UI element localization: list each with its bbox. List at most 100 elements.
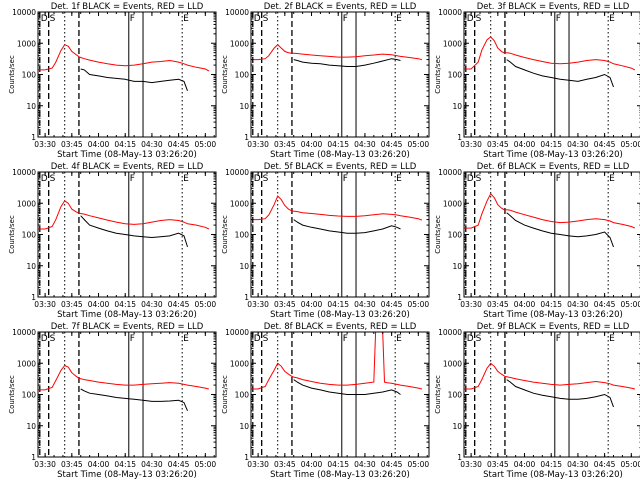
x-tick-label: 04:15	[114, 460, 136, 469]
y-tick-label: 100	[448, 391, 463, 400]
y-axis-label: Counts/sec	[221, 375, 229, 414]
x-tick-label: 04:15	[327, 140, 349, 149]
x-tick-label: 05:00	[621, 300, 640, 309]
annotation-label: D	[467, 334, 474, 344]
x-tick-label: 04:30	[141, 140, 163, 149]
annotation-label: E	[609, 174, 615, 184]
x-tick-label: 05:00	[408, 460, 430, 469]
x-tick-label: 03:30	[34, 140, 56, 149]
x-tick-label: 03:30	[34, 300, 56, 309]
annotation-label: S	[476, 334, 482, 344]
x-axis-label: Start Time (08-May-13 03:26:20)	[483, 150, 623, 160]
annotation-label: F	[556, 14, 561, 24]
annotation-label: E	[396, 14, 402, 24]
annotation-label: S	[50, 334, 56, 344]
y-tick-label: 100	[22, 391, 37, 400]
x-tick-label: 04:45	[381, 460, 403, 469]
annotation-label: F	[130, 14, 135, 24]
y-tick-label: 1000	[17, 359, 36, 368]
panel-title: Det. 2f BLACK = Events, RED = LLD	[264, 2, 417, 12]
x-tick-label: 05:00	[621, 460, 640, 469]
y-axis-label: Counts/sec	[221, 215, 229, 254]
y-tick-label: 1000	[17, 39, 36, 48]
y-tick-label: 1000	[443, 39, 462, 48]
y-tick-label: 10000	[12, 8, 36, 17]
annotation-label: D	[41, 14, 48, 24]
annotation-label: E	[183, 174, 189, 184]
x-tick-label: 05:00	[195, 300, 217, 309]
series-line-events	[506, 379, 614, 408]
x-tick-label: 04:15	[540, 140, 562, 149]
series-line-lld	[251, 195, 423, 221]
x-tick-label: 04:30	[354, 300, 376, 309]
x-tick-label: 04:00	[514, 460, 536, 469]
x-tick-label: 04:15	[327, 460, 349, 469]
y-axis-label: Counts/sec	[8, 55, 16, 94]
y-tick-label: 1000	[230, 39, 249, 48]
x-tick-label: 03:45	[487, 140, 509, 149]
y-tick-label: 1	[244, 133, 249, 142]
series-line-events	[293, 58, 401, 67]
panel-title: Det. 9f BLACK = Events, RED = LLD	[477, 322, 630, 332]
x-tick-label: 03:45	[61, 140, 83, 149]
plot-frame	[463, 11, 640, 138]
annotation-label: D	[41, 174, 48, 184]
annotation-label: D	[254, 334, 261, 344]
y-tick-label: 10	[26, 422, 36, 431]
x-tick-label: 03:30	[460, 140, 482, 149]
annotation-label: S	[263, 14, 269, 24]
y-tick-label: 10000	[438, 328, 462, 337]
series-line-lld	[464, 362, 636, 390]
panel-title: Det. 1f BLACK = Events, RED = LLD	[51, 2, 204, 12]
x-tick-label: 04:30	[141, 460, 163, 469]
y-axis-label: Counts/sec	[434, 375, 442, 414]
y-tick-label: 10	[239, 102, 249, 111]
y-tick-label: 1000	[443, 199, 462, 208]
x-axis-label: Start Time (08-May-13 03:26:20)	[270, 150, 410, 160]
y-tick-label: 1	[457, 293, 462, 302]
annotation-label: E	[609, 14, 615, 24]
plot-frame	[250, 171, 430, 298]
plot-frame	[37, 331, 217, 458]
y-tick-label: 10	[239, 422, 249, 431]
series-line-events	[293, 219, 401, 234]
series-line-lld	[38, 200, 210, 230]
x-tick-label: 03:30	[460, 300, 482, 309]
annotation-label: D	[467, 174, 474, 184]
x-tick-label: 04:00	[301, 460, 323, 469]
x-tick-label: 04:15	[114, 140, 136, 149]
annotation-label: E	[396, 334, 402, 344]
y-tick-label: 1	[31, 133, 36, 142]
series-line-lld	[38, 44, 210, 72]
y-tick-label: 10000	[438, 168, 462, 177]
x-axis-label: Start Time (08-May-13 03:26:20)	[270, 470, 410, 480]
x-tick-label: 04:00	[301, 140, 323, 149]
y-tick-label: 10	[26, 102, 36, 111]
series-line-events	[506, 59, 614, 88]
annotation-label: E	[609, 334, 615, 344]
y-tick-label: 10	[452, 262, 462, 271]
x-tick-label: 04:15	[540, 460, 562, 469]
y-tick-label: 100	[235, 71, 250, 80]
annotation-label: F	[343, 334, 348, 344]
panel-title: Det. 4f BLACK = Events, RED = LLD	[51, 162, 204, 172]
x-tick-label: 04:45	[594, 300, 616, 309]
series-line-events	[506, 212, 614, 248]
x-tick-label: 03:30	[460, 460, 482, 469]
x-tick-label: 03:30	[247, 460, 269, 469]
series-line-events	[80, 388, 188, 411]
annotation-label: D	[254, 14, 261, 24]
x-tick-label: 03:45	[487, 300, 509, 309]
x-tick-label: 03:30	[34, 460, 56, 469]
plot-frame	[250, 11, 430, 138]
x-tick-label: 04:00	[301, 300, 323, 309]
x-tick-label: 05:00	[195, 460, 217, 469]
series-line-lld	[464, 36, 636, 71]
y-tick-label: 10000	[438, 8, 462, 17]
annotation-label: S	[476, 14, 482, 24]
x-tick-label: 04:45	[594, 460, 616, 469]
annotation-label: E	[183, 14, 189, 24]
annotation-label: F	[556, 334, 561, 344]
